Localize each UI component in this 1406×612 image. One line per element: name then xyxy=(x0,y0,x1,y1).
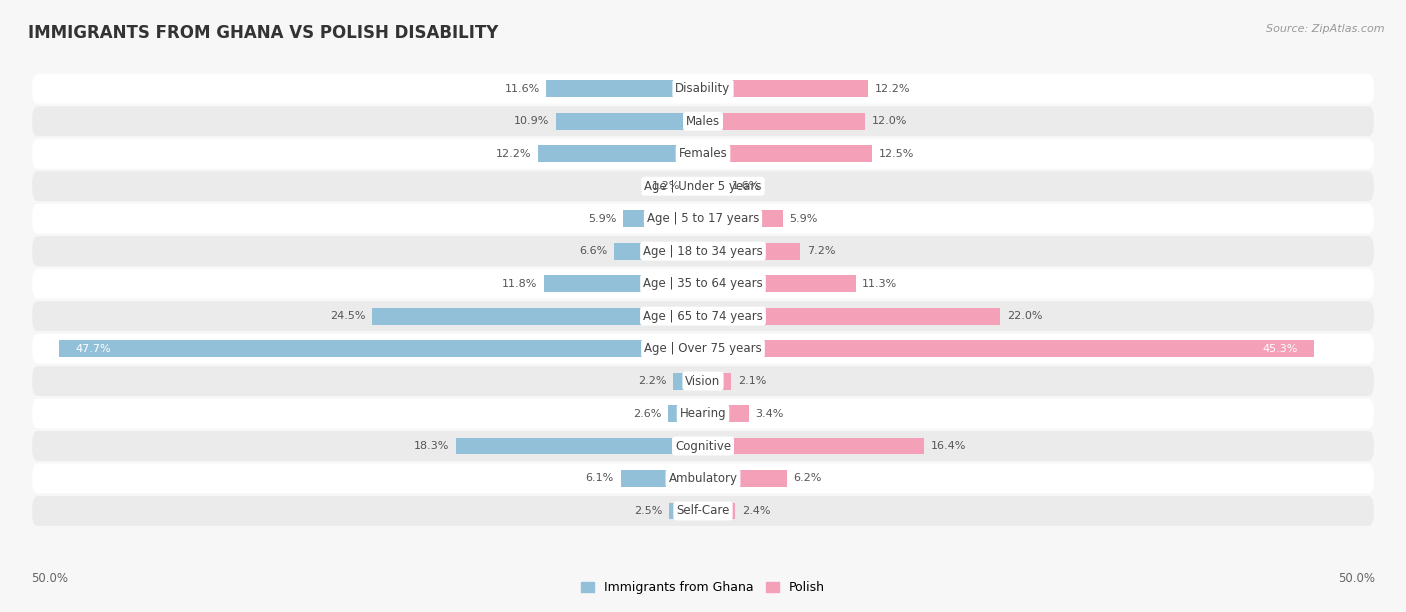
Bar xyxy=(620,470,703,487)
FancyBboxPatch shape xyxy=(32,204,1374,234)
Bar xyxy=(703,243,800,259)
Text: 1.6%: 1.6% xyxy=(731,181,759,191)
Text: 6.6%: 6.6% xyxy=(579,246,607,256)
Text: 2.2%: 2.2% xyxy=(638,376,666,386)
Text: Age | Under 5 years: Age | Under 5 years xyxy=(644,180,762,193)
Text: Males: Males xyxy=(686,115,720,128)
FancyBboxPatch shape xyxy=(32,269,1374,299)
Bar xyxy=(456,438,703,455)
FancyBboxPatch shape xyxy=(32,398,1374,428)
Text: 50.0%: 50.0% xyxy=(31,572,67,585)
Text: 47.7%: 47.7% xyxy=(76,343,111,354)
Text: Age | Over 75 years: Age | Over 75 years xyxy=(644,342,762,355)
Bar xyxy=(668,405,703,422)
Legend: Immigrants from Ghana, Polish: Immigrants from Ghana, Polish xyxy=(582,581,824,594)
Text: Self-Care: Self-Care xyxy=(676,504,730,518)
Text: Cognitive: Cognitive xyxy=(675,439,731,452)
Text: 45.3%: 45.3% xyxy=(1263,343,1298,354)
FancyBboxPatch shape xyxy=(32,366,1374,396)
Bar xyxy=(703,438,924,455)
FancyBboxPatch shape xyxy=(32,431,1374,461)
FancyBboxPatch shape xyxy=(32,236,1374,266)
Bar xyxy=(614,243,703,259)
Text: 6.1%: 6.1% xyxy=(586,474,614,483)
Text: 12.5%: 12.5% xyxy=(879,149,914,159)
FancyBboxPatch shape xyxy=(32,301,1374,331)
Bar xyxy=(544,275,703,292)
Text: IMMIGRANTS FROM GHANA VS POLISH DISABILITY: IMMIGRANTS FROM GHANA VS POLISH DISABILI… xyxy=(28,24,499,42)
Text: 12.2%: 12.2% xyxy=(496,149,531,159)
Text: 18.3%: 18.3% xyxy=(413,441,450,451)
Text: Disability: Disability xyxy=(675,82,731,95)
Text: Ambulatory: Ambulatory xyxy=(668,472,738,485)
Bar xyxy=(703,275,855,292)
Bar xyxy=(538,145,703,162)
Text: 11.6%: 11.6% xyxy=(505,84,540,94)
Bar xyxy=(703,373,731,389)
Text: 50.0%: 50.0% xyxy=(1339,572,1375,585)
Text: Vision: Vision xyxy=(685,375,721,387)
Bar xyxy=(703,340,1315,357)
Text: 12.2%: 12.2% xyxy=(875,84,910,94)
Bar xyxy=(703,502,735,520)
Text: 11.3%: 11.3% xyxy=(862,278,897,289)
FancyBboxPatch shape xyxy=(32,463,1374,493)
Text: Age | 65 to 74 years: Age | 65 to 74 years xyxy=(643,310,763,323)
Text: 7.2%: 7.2% xyxy=(807,246,835,256)
Text: 5.9%: 5.9% xyxy=(588,214,617,224)
Bar xyxy=(373,308,703,324)
Bar xyxy=(623,211,703,227)
Text: 1.2%: 1.2% xyxy=(651,181,681,191)
FancyBboxPatch shape xyxy=(32,74,1374,104)
Bar xyxy=(703,145,872,162)
Text: Age | 35 to 64 years: Age | 35 to 64 years xyxy=(643,277,763,290)
Text: Age | 18 to 34 years: Age | 18 to 34 years xyxy=(643,245,763,258)
FancyBboxPatch shape xyxy=(32,106,1374,136)
Text: 2.6%: 2.6% xyxy=(633,409,661,419)
Bar xyxy=(703,308,1000,324)
Bar xyxy=(673,373,703,389)
Text: 2.4%: 2.4% xyxy=(742,506,770,516)
Text: 16.4%: 16.4% xyxy=(931,441,966,451)
Text: 10.9%: 10.9% xyxy=(513,116,550,126)
FancyBboxPatch shape xyxy=(32,139,1374,169)
Bar xyxy=(555,113,703,130)
Bar xyxy=(547,80,703,97)
Text: 2.1%: 2.1% xyxy=(738,376,766,386)
Bar xyxy=(703,80,868,97)
Text: Source: ZipAtlas.com: Source: ZipAtlas.com xyxy=(1267,24,1385,34)
Bar xyxy=(703,211,783,227)
FancyBboxPatch shape xyxy=(32,171,1374,201)
Bar xyxy=(703,470,787,487)
Text: 6.2%: 6.2% xyxy=(793,474,823,483)
Text: Age | 5 to 17 years: Age | 5 to 17 years xyxy=(647,212,759,225)
Bar xyxy=(669,502,703,520)
Bar xyxy=(703,405,749,422)
Text: 2.5%: 2.5% xyxy=(634,506,662,516)
Bar xyxy=(686,177,703,195)
Text: 3.4%: 3.4% xyxy=(755,409,785,419)
Text: 5.9%: 5.9% xyxy=(789,214,818,224)
Text: 11.8%: 11.8% xyxy=(502,278,537,289)
Bar xyxy=(703,177,724,195)
Bar xyxy=(59,340,703,357)
Text: Females: Females xyxy=(679,147,727,160)
Text: 24.5%: 24.5% xyxy=(330,311,366,321)
Text: 22.0%: 22.0% xyxy=(1007,311,1042,321)
Text: Hearing: Hearing xyxy=(679,407,727,420)
FancyBboxPatch shape xyxy=(32,334,1374,364)
Text: 12.0%: 12.0% xyxy=(872,116,907,126)
FancyBboxPatch shape xyxy=(32,496,1374,526)
Bar xyxy=(703,113,865,130)
